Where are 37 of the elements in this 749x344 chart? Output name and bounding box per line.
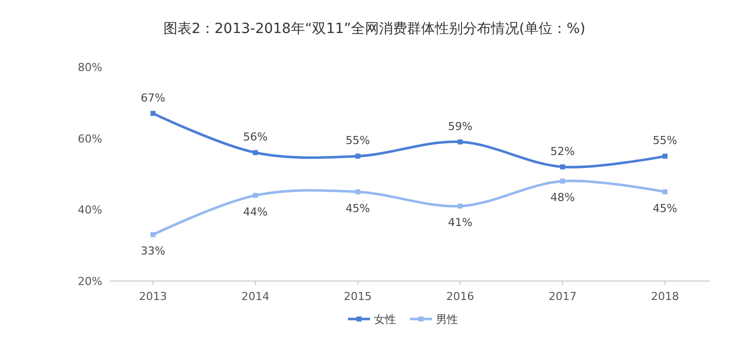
data-label: 67% — [140, 91, 166, 104]
data-label: 48% — [550, 191, 575, 204]
y-tick-label: 80% — [78, 61, 102, 74]
legend-label: 女性 — [374, 313, 396, 326]
data-label: 55% — [652, 134, 678, 148]
point — [458, 139, 463, 144]
point — [662, 154, 668, 159]
data-label: 56% — [243, 130, 268, 144]
data-label: 55% — [346, 134, 370, 148]
data-label: 45% — [346, 202, 370, 215]
point — [662, 189, 668, 194]
y-tick-label: 40% — [78, 204, 102, 217]
point — [252, 192, 258, 198]
point — [560, 164, 566, 170]
point — [150, 110, 156, 116]
data-label: 41% — [448, 216, 472, 230]
chart-title: 图表2：2013-2018年“双11”全网消费群体性别分布情况(单位：%) — [164, 21, 586, 37]
point — [355, 154, 360, 159]
data-label: 52% — [550, 144, 575, 158]
legend-label: 男性 — [436, 313, 458, 326]
x-tick-label: 2016 — [446, 290, 474, 303]
y-tick-label: 20% — [78, 275, 102, 288]
point — [458, 204, 463, 209]
point — [150, 232, 156, 238]
point — [355, 189, 360, 194]
x-tick-label: 2014 — [241, 290, 270, 303]
x-tick-label: 2018 — [651, 290, 679, 303]
x-tick-label: 2013 — [139, 290, 167, 303]
data-label: 45% — [652, 202, 678, 215]
data-label: 33% — [140, 244, 166, 258]
data-label: 44% — [243, 205, 268, 218]
y-tick-label: 60% — [78, 132, 102, 146]
point — [252, 150, 258, 156]
point — [560, 178, 566, 184]
x-tick-label: 2017 — [548, 290, 577, 303]
x-tick-label: 2015 — [344, 290, 372, 303]
data-label: 59% — [448, 120, 472, 133]
